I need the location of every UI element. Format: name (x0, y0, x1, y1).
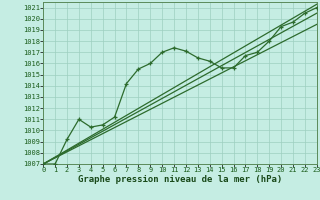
X-axis label: Graphe pression niveau de la mer (hPa): Graphe pression niveau de la mer (hPa) (78, 175, 282, 184)
